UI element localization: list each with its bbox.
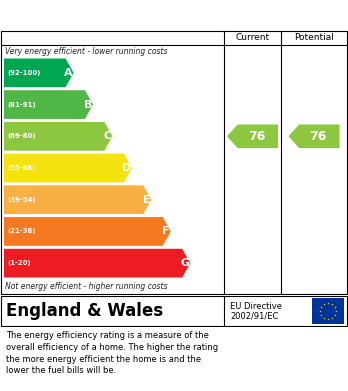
Text: (1-20): (1-20) [7, 260, 31, 266]
Text: Current: Current [236, 33, 270, 42]
Text: C: C [103, 131, 111, 141]
Text: B: B [84, 100, 92, 109]
Text: 2002/91/EC: 2002/91/EC [230, 311, 278, 320]
Text: Not energy efficient - higher running costs: Not energy efficient - higher running co… [5, 282, 167, 291]
Text: E: E [143, 195, 150, 205]
Polygon shape [4, 217, 171, 246]
Text: (92-100): (92-100) [7, 70, 40, 76]
Polygon shape [4, 90, 93, 119]
Text: 76: 76 [309, 130, 326, 143]
Text: F: F [162, 226, 169, 237]
Polygon shape [4, 154, 132, 182]
Text: Energy Efficiency Rating: Energy Efficiency Rating [8, 7, 218, 23]
Polygon shape [4, 59, 73, 87]
Text: (39-54): (39-54) [7, 197, 35, 203]
Text: A: A [64, 68, 73, 78]
Text: England & Wales: England & Wales [6, 302, 163, 320]
Text: 76: 76 [248, 130, 265, 143]
Polygon shape [4, 122, 112, 151]
Text: (21-38): (21-38) [7, 228, 35, 235]
Text: The energy efficiency rating is a measure of the
overall efficiency of a home. T: The energy efficiency rating is a measur… [6, 331, 218, 375]
Text: (81-91): (81-91) [7, 102, 35, 108]
Text: D: D [122, 163, 132, 173]
Text: (55-68): (55-68) [7, 165, 35, 171]
Polygon shape [288, 124, 340, 148]
Text: G: G [181, 258, 190, 268]
Text: (69-80): (69-80) [7, 133, 35, 139]
Text: Very energy efficient - lower running costs: Very energy efficient - lower running co… [5, 47, 167, 56]
Polygon shape [4, 249, 190, 278]
Polygon shape [227, 124, 278, 148]
Text: EU Directive: EU Directive [230, 302, 282, 311]
Bar [312, 298, 344, 324]
Text: Potential: Potential [294, 33, 334, 42]
Polygon shape [4, 185, 151, 214]
